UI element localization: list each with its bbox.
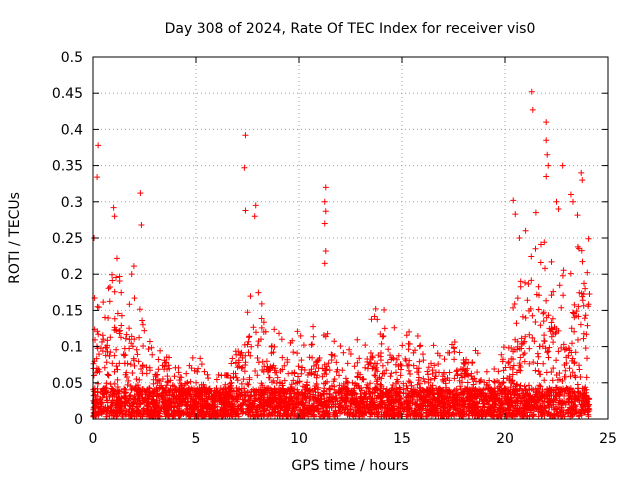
- outlier-point: [553, 198, 560, 205]
- outlier-point: [251, 213, 258, 220]
- outlier-point: [516, 235, 523, 241]
- x-tick-label: 0: [89, 431, 98, 447]
- y-tick-label: 0.4: [61, 122, 83, 138]
- outlier-point: [321, 198, 328, 205]
- y-tick-label: 0.05: [52, 376, 83, 392]
- outlier-point: [555, 206, 562, 213]
- outlier-point: [94, 174, 101, 181]
- y-tick-label: 0.45: [52, 86, 83, 102]
- x-tick-label: 20: [496, 431, 514, 447]
- outlier-point: [569, 198, 576, 205]
- outlier-point: [137, 190, 144, 197]
- grid-lines: [93, 57, 608, 419]
- y-tick-label: 0.2: [61, 267, 83, 283]
- y-tick-label: 0.5: [61, 50, 83, 66]
- outlier-point: [543, 137, 550, 144]
- outlier-point: [95, 142, 102, 149]
- outlier-point: [543, 119, 550, 126]
- x-axis-label: GPS time / hours: [291, 458, 408, 474]
- x-tick-label: 10: [290, 431, 308, 447]
- point-cloud: [90, 212, 593, 420]
- outlier-point: [110, 204, 117, 211]
- y-axis-label: ROTI / TECUs: [7, 192, 23, 284]
- outlier-point: [322, 184, 329, 191]
- x-tick-label: 15: [393, 431, 411, 447]
- outlier-point: [321, 260, 328, 267]
- outlier-point: [559, 162, 566, 169]
- outlier-point: [522, 227, 529, 234]
- outlier-point: [528, 88, 535, 95]
- outlier-point: [252, 202, 259, 209]
- chart-title: Day 308 of 2024, Rate Of TEC Index for r…: [165, 21, 536, 37]
- outlier-point: [510, 197, 517, 204]
- y-tick-label: 0.25: [52, 231, 83, 247]
- outlier-point: [322, 208, 329, 215]
- outlier-point: [532, 209, 539, 216]
- outlier-point: [512, 211, 519, 218]
- y-tick-label: 0.1: [61, 340, 83, 356]
- x-tick-label: 25: [599, 431, 617, 447]
- outlier-point: [545, 162, 552, 169]
- outlier-point: [241, 164, 248, 171]
- outlier-point: [543, 173, 550, 180]
- outlier-point: [242, 207, 249, 214]
- data-points: [90, 88, 593, 420]
- outlier-point: [242, 132, 249, 139]
- y-tick-label: 0.3: [61, 195, 83, 211]
- outlier-point: [321, 220, 328, 227]
- outlier-point: [567, 191, 574, 198]
- outlier-point: [322, 248, 329, 255]
- y-tick-label: 0: [74, 412, 83, 428]
- outlier-point: [138, 221, 145, 228]
- axis-ticks: 0 5 10 15 20 25 0 0.05 0.1 0.15 0.2 0.25 0.3 0.35 0.4 0…: [52, 50, 617, 447]
- outlier-point: [529, 106, 536, 113]
- outlier-point: [544, 151, 551, 158]
- x-tick-label: 5: [192, 431, 201, 447]
- outlier-point: [111, 213, 118, 220]
- outlier-point: [579, 177, 586, 184]
- y-tick-label: 0.35: [52, 159, 83, 175]
- plot-frame: [92, 56, 609, 420]
- y-tick-label: 0.15: [52, 303, 83, 319]
- outlier-point: [578, 169, 585, 176]
